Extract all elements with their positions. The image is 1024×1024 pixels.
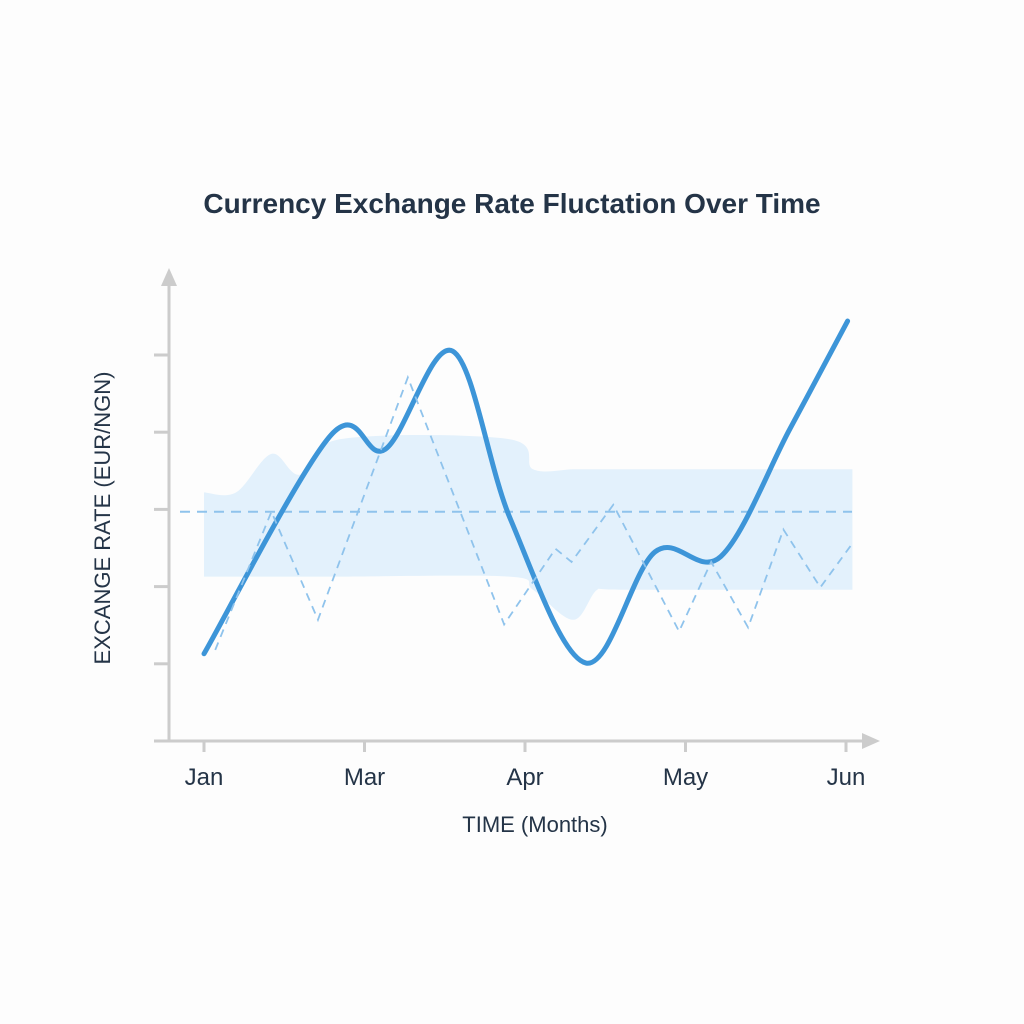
x-tick-label: Jun — [827, 764, 866, 791]
x-tick-label: May — [663, 764, 708, 791]
confidence-band — [204, 435, 853, 620]
series-dashed-line — [214, 374, 854, 651]
y-axis-arrow-icon — [161, 268, 177, 286]
x-axis-arrow-icon — [862, 733, 880, 749]
x-tick-label: Mar — [344, 764, 385, 791]
x-tick-label: Jan — [185, 764, 224, 791]
x-axis-label: TIME (Months) — [462, 812, 607, 837]
y-axis-label: EXCANGE RATE (EUR/NGN) — [90, 372, 115, 665]
chart-title: Currency Exchange Rate Fluctation Over T… — [203, 188, 821, 219]
series-main-line — [201, 318, 851, 666]
x-tick-label: Apr — [506, 764, 543, 791]
